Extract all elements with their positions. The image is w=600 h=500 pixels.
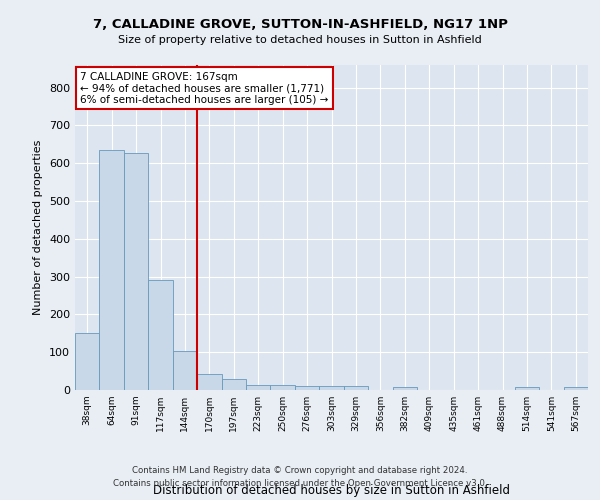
Bar xyxy=(295,386,319,390)
Bar xyxy=(124,152,148,390)
Text: 7 CALLADINE GROVE: 167sqm
← 94% of detached houses are smaller (1,771)
6% of sem: 7 CALLADINE GROVE: 167sqm ← 94% of detac… xyxy=(80,72,329,104)
Bar xyxy=(319,386,344,390)
Bar xyxy=(515,387,539,390)
Text: Size of property relative to detached houses in Sutton in Ashfield: Size of property relative to detached ho… xyxy=(118,35,482,45)
Y-axis label: Number of detached properties: Number of detached properties xyxy=(34,140,43,315)
Bar xyxy=(392,387,417,390)
Text: Contains HM Land Registry data © Crown copyright and database right 2024.
Contai: Contains HM Land Registry data © Crown c… xyxy=(113,466,487,487)
Bar xyxy=(148,280,173,390)
Bar xyxy=(344,386,368,390)
Bar xyxy=(173,351,197,390)
Bar xyxy=(221,378,246,390)
Bar xyxy=(271,386,295,390)
Bar xyxy=(197,374,221,390)
Text: 7, CALLADINE GROVE, SUTTON-IN-ASHFIELD, NG17 1NP: 7, CALLADINE GROVE, SUTTON-IN-ASHFIELD, … xyxy=(92,18,508,30)
Bar xyxy=(246,386,271,390)
Bar xyxy=(75,334,100,390)
Bar xyxy=(563,387,588,390)
X-axis label: Distribution of detached houses by size in Sutton in Ashfield: Distribution of detached houses by size … xyxy=(153,484,510,497)
Bar xyxy=(100,150,124,390)
